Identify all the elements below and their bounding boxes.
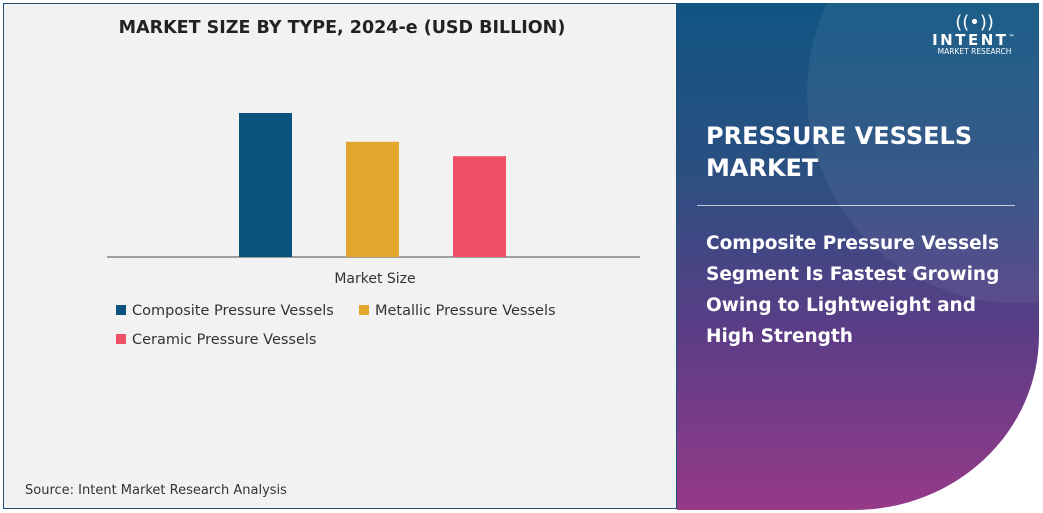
source-note: Source: Intent Market Research Analysis bbox=[25, 483, 287, 498]
bar-chart bbox=[107, 113, 640, 258]
legend-item: Composite Pressure Vessels bbox=[116, 303, 334, 319]
legend-label: Ceramic Pressure Vessels bbox=[132, 332, 317, 348]
legend-swatch bbox=[359, 305, 369, 315]
bar-metallic-pressure-vessels bbox=[346, 141, 399, 257]
insight-text: Composite Pressure Vessels Segment Is Fa… bbox=[706, 233, 1000, 347]
chart-panel bbox=[3, 3, 677, 509]
logo-name: INTENT bbox=[932, 31, 1009, 49]
intent-logo: ((•)) INTENT™ MARKET RESEARCH bbox=[932, 12, 1017, 57]
x-axis-label: Market Size bbox=[334, 271, 416, 287]
logo-sub: MARKET RESEARCH bbox=[937, 47, 1012, 56]
bar-composite-pressure-vessels bbox=[239, 113, 292, 257]
logo-tm: ™ bbox=[1008, 34, 1017, 41]
info-panel: ((•)) INTENT™ MARKET RESEARCH PRESSURE V… bbox=[677, 3, 1039, 510]
market-title: PRESSURE VESSELS MARKET bbox=[706, 122, 973, 182]
legend-swatch bbox=[116, 334, 126, 344]
legend-label: Metallic Pressure Vessels bbox=[375, 303, 556, 319]
legend-label: Composite Pressure Vessels bbox=[132, 303, 334, 319]
legend-item: Metallic Pressure Vessels bbox=[359, 303, 556, 319]
legend-item: Ceramic Pressure Vessels bbox=[116, 332, 316, 348]
chart-title: MARKET SIZE BY TYPE, 2024-e (USD BILLION… bbox=[118, 18, 566, 38]
signal-icon: ((•)) bbox=[955, 12, 994, 33]
divider bbox=[697, 205, 1015, 206]
bar-ceramic-pressure-vessels bbox=[453, 156, 506, 257]
legend-swatch bbox=[116, 305, 126, 315]
